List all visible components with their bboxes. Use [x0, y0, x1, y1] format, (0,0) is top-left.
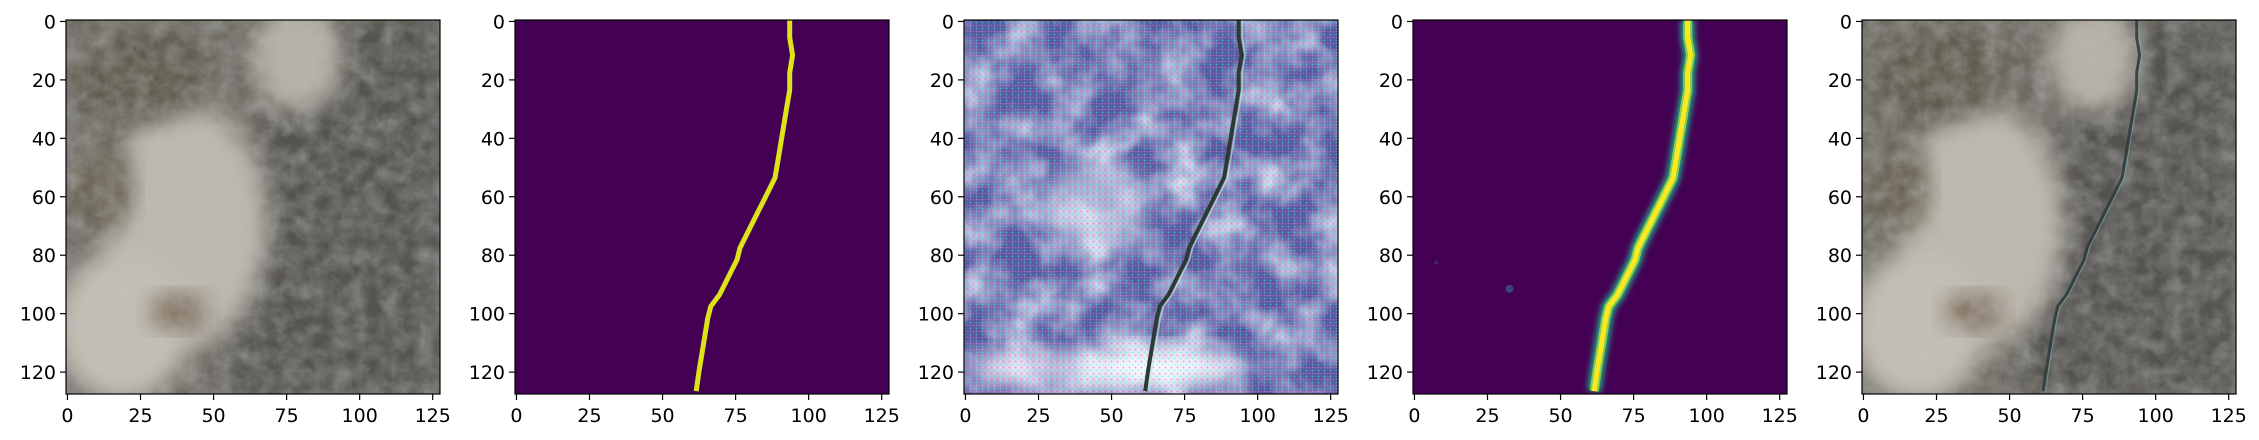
- x-tick-label: 25: [577, 405, 601, 427]
- y-tick-label: 40: [1828, 128, 1852, 150]
- x-tick-label: 125: [864, 405, 900, 427]
- y-tick-label: 0: [493, 11, 505, 33]
- y-tick-label: 60: [32, 187, 56, 209]
- y-tick-label: 60: [1828, 187, 1852, 209]
- y-tick-label: 20: [32, 70, 56, 92]
- y-tick-label: 100: [918, 304, 954, 326]
- y-tick-label: 120: [1367, 362, 1403, 384]
- x-tick-label: 0: [61, 405, 73, 427]
- axes-frame: [1412, 19, 1788, 395]
- axes-frame: [963, 19, 1339, 395]
- x-tick-label: 125: [2211, 405, 2247, 427]
- x-tick-label: 50: [201, 405, 225, 427]
- y-tick-label: 60: [481, 187, 505, 209]
- y-tick-label: 0: [942, 11, 954, 33]
- y-tick-label: 100: [20, 304, 56, 326]
- y-tick-label: 80: [930, 245, 954, 267]
- y-tick-label: 40: [930, 128, 954, 150]
- x-tick-label: 75: [1173, 405, 1197, 427]
- x-tick-label: 50: [1548, 405, 1572, 427]
- y-tick-label: 20: [1828, 70, 1852, 92]
- x-tick-label: 0: [1408, 405, 1420, 427]
- y-tick-label: 100: [469, 304, 505, 326]
- x-tick-label: 25: [1026, 405, 1050, 427]
- x-tick-label: 100: [342, 405, 378, 427]
- x-tick-label: 0: [1857, 405, 1869, 427]
- y-tick-label: 100: [1367, 304, 1403, 326]
- y-tick-label: 120: [1816, 362, 1852, 384]
- x-tick-label: 25: [1924, 405, 1948, 427]
- y-tick-label: 80: [481, 245, 505, 267]
- y-tick-label: 40: [481, 128, 505, 150]
- x-tick-label: 100: [1689, 405, 1725, 427]
- x-tick-label: 75: [1622, 405, 1646, 427]
- panel-image: [66, 20, 440, 394]
- y-tick-label: 80: [1828, 245, 1852, 267]
- x-tick-label: 0: [959, 405, 971, 427]
- x-tick-label: 75: [275, 405, 299, 427]
- y-tick-label: 20: [930, 70, 954, 92]
- x-tick-label: 0: [510, 405, 522, 427]
- panel-image: [515, 20, 889, 394]
- y-tick-label: 120: [469, 362, 505, 384]
- y-tick-label: 0: [44, 11, 56, 33]
- x-tick-label: 75: [2071, 405, 2095, 427]
- axes-frame: [65, 19, 441, 395]
- y-tick-label: 0: [1840, 11, 1852, 33]
- y-tick-label: 80: [1379, 245, 1403, 267]
- x-tick-label: 100: [2138, 405, 2174, 427]
- y-tick-label: 60: [930, 187, 954, 209]
- x-tick-label: 100: [1240, 405, 1276, 427]
- y-tick-label: 120: [20, 362, 56, 384]
- y-tick-label: 0: [1391, 11, 1403, 33]
- panel-image: [964, 20, 1338, 394]
- x-tick-label: 50: [650, 405, 674, 427]
- x-tick-label: 50: [1099, 405, 1123, 427]
- y-tick-label: 60: [1379, 187, 1403, 209]
- y-tick-label: 40: [32, 128, 56, 150]
- x-tick-label: 50: [1997, 405, 2021, 427]
- x-tick-label: 125: [1762, 405, 1798, 427]
- panel-image: [1862, 20, 2236, 394]
- y-tick-label: 120: [918, 362, 954, 384]
- x-tick-label: 125: [1313, 405, 1349, 427]
- axes-frame: [1861, 19, 2237, 395]
- y-tick-label: 80: [32, 245, 56, 267]
- x-tick-label: 75: [724, 405, 748, 427]
- x-tick-label: 25: [128, 405, 152, 427]
- x-tick-label: 100: [791, 405, 827, 427]
- axes-frame: [514, 19, 890, 395]
- y-tick-label: 100: [1816, 304, 1852, 326]
- y-tick-label: 20: [481, 70, 505, 92]
- panel-image: [1413, 20, 1787, 394]
- x-tick-label: 25: [1475, 405, 1499, 427]
- x-tick-label: 125: [415, 405, 451, 427]
- y-tick-label: 20: [1379, 70, 1403, 92]
- y-tick-label: 40: [1379, 128, 1403, 150]
